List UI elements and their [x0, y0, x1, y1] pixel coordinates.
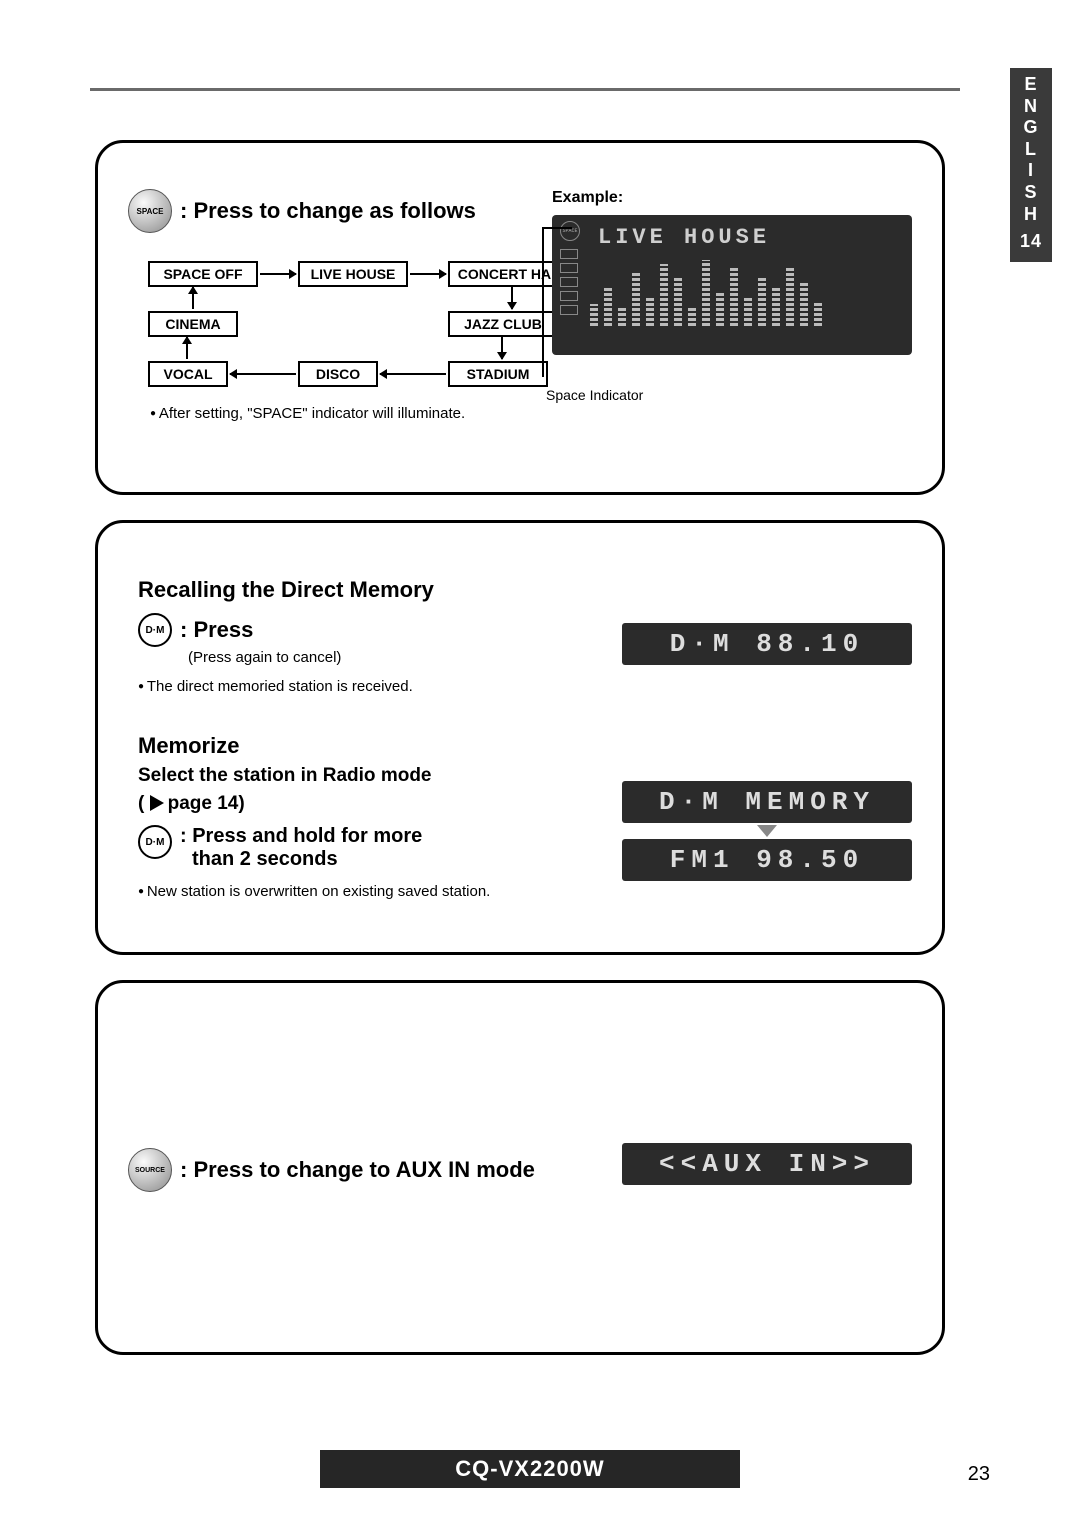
lcd-dm-text: D·M 88.10 [622, 623, 912, 665]
space-heading-row: SPACE : Press to change as follows [128, 189, 476, 233]
eq-bar [702, 260, 710, 326]
lang-L: L [1010, 139, 1052, 161]
lcd-dm: D·M 88.10 [622, 623, 912, 665]
example-display: SPACE LIVE HOUSE [552, 215, 912, 355]
eq-bar [800, 281, 808, 326]
memorize-block: Memorize Select the station in Radio mod… [138, 733, 648, 900]
arrow-icon [501, 337, 503, 359]
dm-press-sub: (Press again to cancel) [188, 649, 618, 666]
language-tab: E N G L I S H 14 [1010, 68, 1052, 262]
eq-bar [716, 291, 724, 326]
space-indicator-caption: Space Indicator [546, 387, 643, 403]
select-line1: Select the station in Radio mode [138, 765, 648, 787]
eq-bar [674, 278, 682, 326]
eq-bar [632, 271, 640, 326]
dm-button-icon: D·M [138, 613, 172, 647]
lcd-fm-text: FM1 98.50 [622, 839, 912, 881]
lead-line [542, 227, 572, 229]
footer-model: CQ-VX2200W [320, 1450, 740, 1488]
dm-press-text: : Press [180, 617, 253, 643]
lcd-aux: <<AUX IN>> [622, 1143, 912, 1185]
recall-block: Recalling the Direct Memory D·M : Press … [138, 577, 618, 695]
lang-S: S [1010, 182, 1052, 204]
panel-space: SPACE : Press to change as follows SPACE… [95, 140, 945, 495]
example-column: Example: SPACE LIVE HOUSE Space Indicato… [552, 189, 912, 355]
eq-bar [744, 298, 752, 326]
lang-G: G [1010, 117, 1052, 139]
flow-live-house: LIVE HOUSE [298, 261, 408, 287]
arrow-icon [192, 287, 194, 309]
page-number: 23 [968, 1463, 990, 1486]
dm-hold-text: : Press and hold for more than 2 seconds [180, 825, 422, 871]
example-label: Example: [552, 189, 912, 207]
lcd-memory-block: D·M MEMORY FM1 98.50 [622, 781, 912, 881]
lcd-memory-text: D·M MEMORY [622, 781, 912, 823]
arrow-icon [260, 273, 296, 275]
space-note: After setting, "SPACE" indicator will il… [150, 405, 465, 422]
arrow-icon [230, 373, 296, 375]
space-button-icon: SPACE [128, 189, 172, 233]
flow-cinema: CINEMA [148, 311, 238, 337]
arrow-right-icon [150, 795, 164, 811]
flow-stadium: STADIUM [448, 361, 548, 387]
lang-E: E [1010, 74, 1052, 96]
arrow-icon [380, 373, 446, 375]
eq-bars [590, 256, 900, 326]
mini-icon [560, 291, 578, 301]
aux-heading-text: : Press to change to AUX IN mode [180, 1157, 535, 1183]
dm-button-icon: D·M [138, 825, 172, 859]
panel-dm: Recalling the Direct Memory D·M : Press … [95, 520, 945, 955]
hold-line2: than 2 seconds [192, 848, 338, 870]
eq-bar [814, 301, 822, 326]
lcd-aux-text: <<AUX IN>> [622, 1143, 912, 1185]
lang-H: H [1010, 204, 1052, 226]
eq-bar [590, 304, 598, 326]
eq-bar [618, 308, 626, 326]
eq-bar [604, 286, 612, 326]
panel-aux: SOURCE : Press to change to AUX IN mode … [95, 980, 945, 1355]
display-title: LIVE HOUSE [598, 225, 900, 250]
space-flow-diagram: SPACE OFF LIVE HOUSE CONCERT HALL CINEMA… [148, 261, 578, 421]
eq-bar [688, 306, 696, 326]
select-line2-text: page 14) [168, 793, 245, 814]
flow-vocal: VOCAL [148, 361, 228, 387]
memorize-title: Memorize [138, 733, 648, 759]
flow-disco: DISCO [298, 361, 378, 387]
eq-bar [646, 296, 654, 326]
hold-line1: : Press and hold for more [180, 825, 422, 847]
arrow-icon [511, 287, 513, 309]
recall-note: The direct memoried station is received. [138, 678, 618, 695]
eq-bar [758, 276, 766, 326]
arrow-icon [410, 273, 446, 275]
top-rule [90, 88, 960, 91]
mini-icon [560, 305, 578, 315]
display-side-icons [560, 249, 578, 315]
arrow-icon [186, 337, 188, 359]
language-letters: E N G L I S H [1010, 74, 1052, 225]
lead-line [542, 227, 544, 377]
dm-hold-row: D·M : Press and hold for more than 2 sec… [138, 825, 648, 871]
dm-press-row: D·M : Press [138, 613, 618, 647]
mini-icon [560, 263, 578, 273]
eq-bar [786, 266, 794, 326]
space-heading-text: : Press to change as follows [180, 198, 476, 224]
mini-icon [560, 277, 578, 287]
lang-I: I [1010, 160, 1052, 182]
lang-N: N [1010, 96, 1052, 118]
source-button-icon: SOURCE [128, 1148, 172, 1192]
language-tab-num: 14 [1010, 231, 1052, 252]
down-arrow-icon [757, 825, 777, 837]
eq-bar [730, 268, 738, 326]
eq-bar [772, 286, 780, 326]
aux-heading-row: SOURCE : Press to change to AUX IN mode [128, 1148, 535, 1192]
space-indicator-icon: SPACE [560, 221, 580, 241]
flow-space-off: SPACE OFF [148, 261, 258, 287]
mini-icon [560, 249, 578, 259]
memorize-note: New station is overwritten on existing s… [138, 883, 648, 900]
eq-bar [660, 264, 668, 326]
select-line2: ( page 14) [138, 793, 648, 815]
recall-title: Recalling the Direct Memory [138, 577, 618, 603]
